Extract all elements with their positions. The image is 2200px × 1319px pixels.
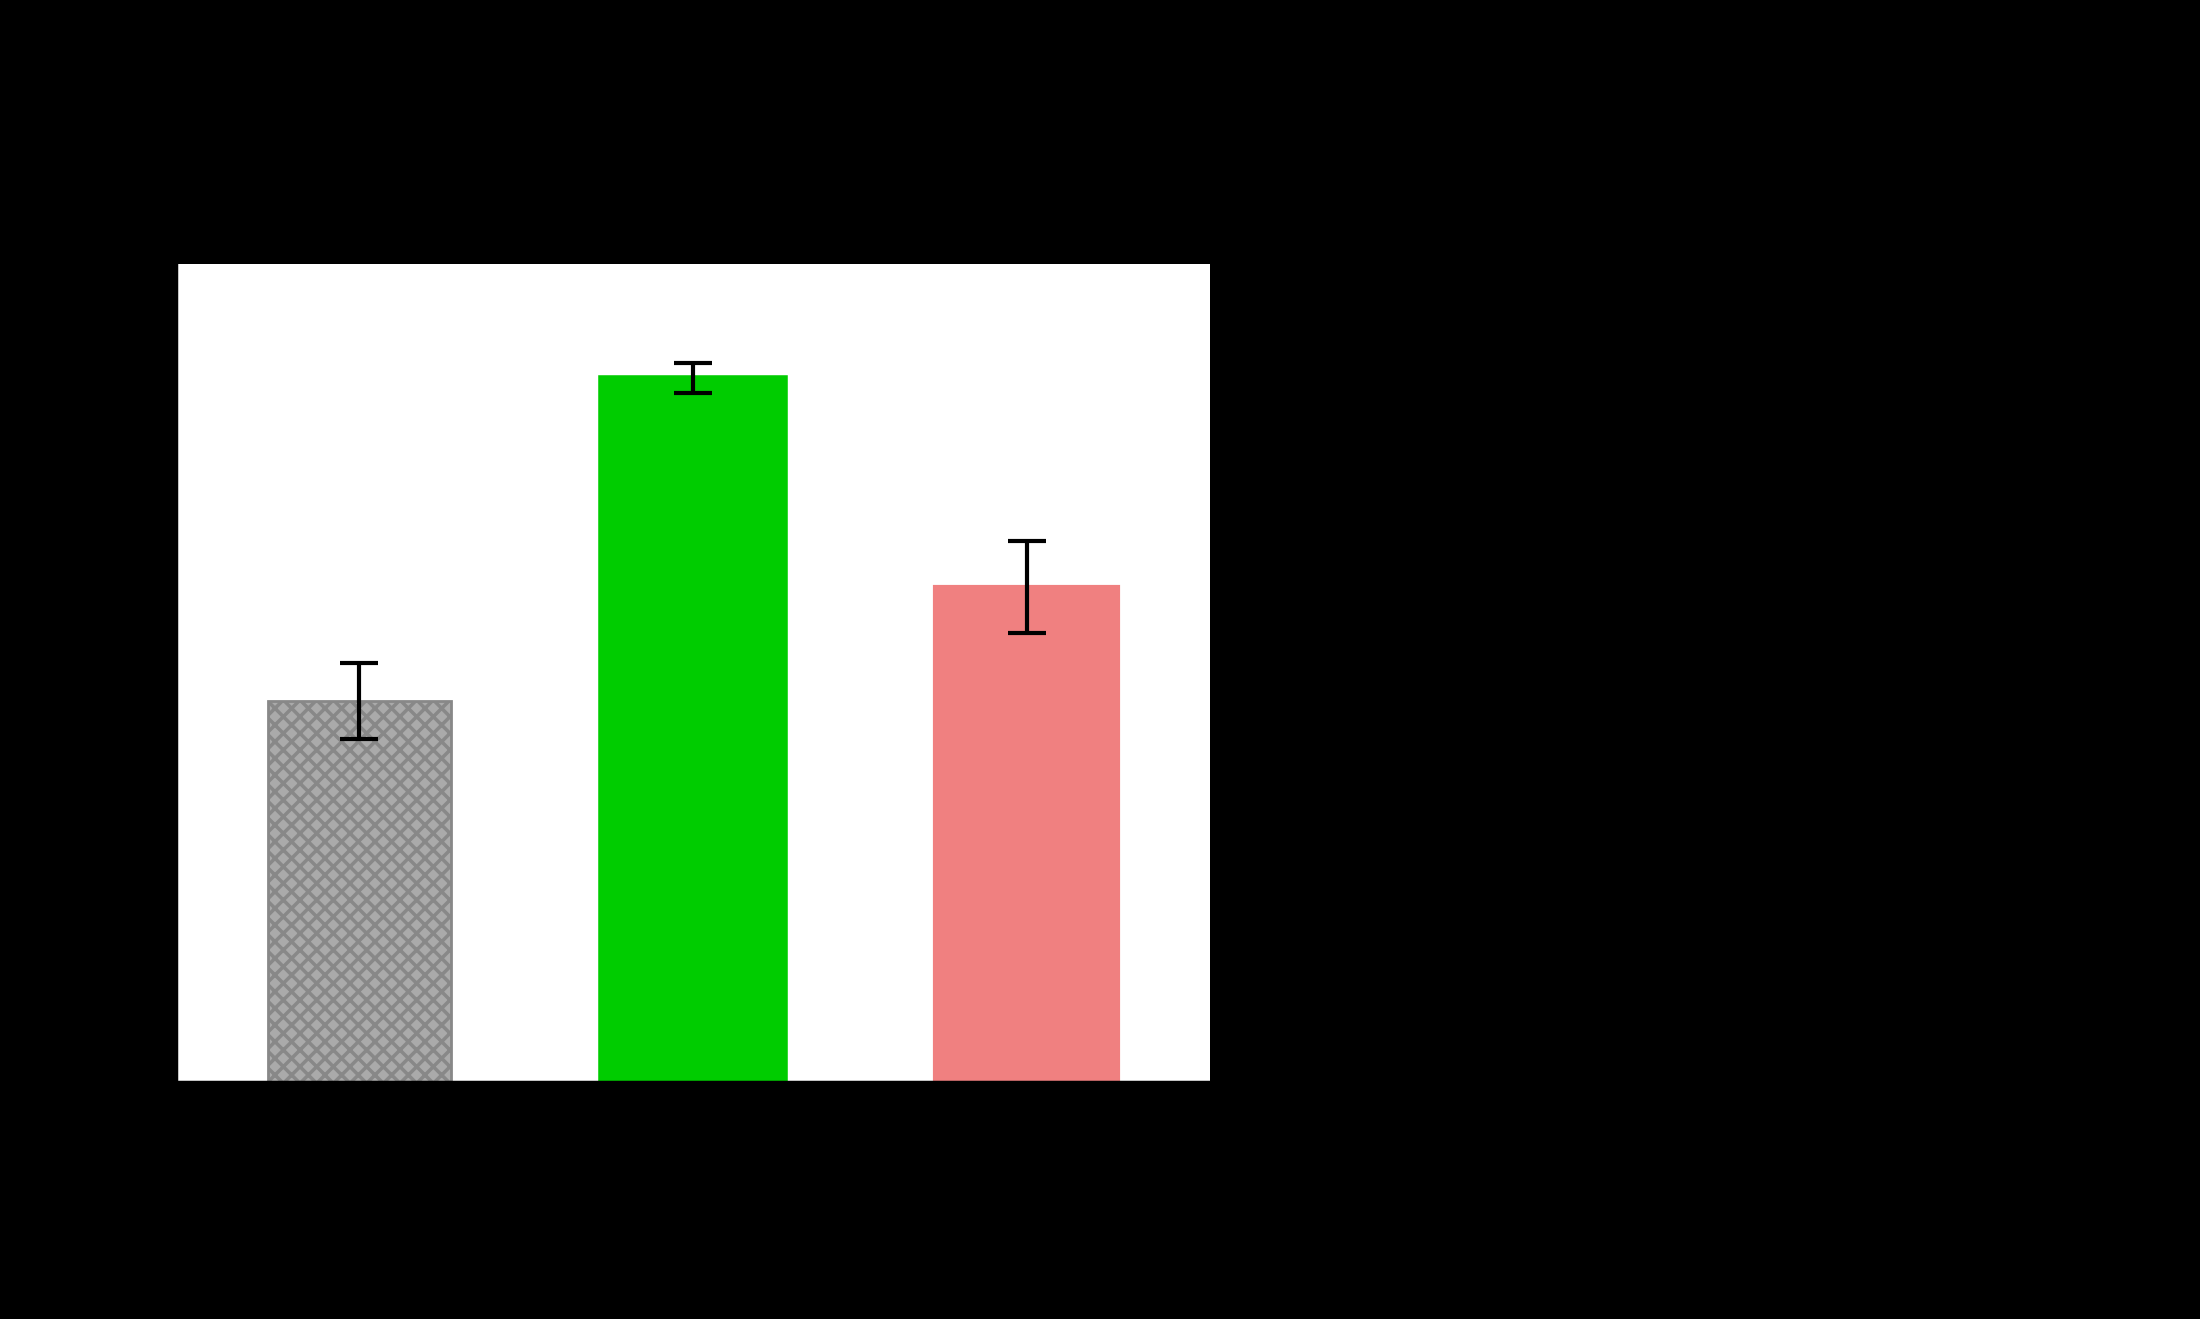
- Bar: [601, 379, 785, 1082]
- Bar: [268, 702, 451, 1082]
- Bar: [935, 587, 1118, 1082]
- Text: activity was measured using the Caspase-8 Fluorometric Assay K: activity was measured using the Caspase-…: [97, 1199, 1091, 1228]
